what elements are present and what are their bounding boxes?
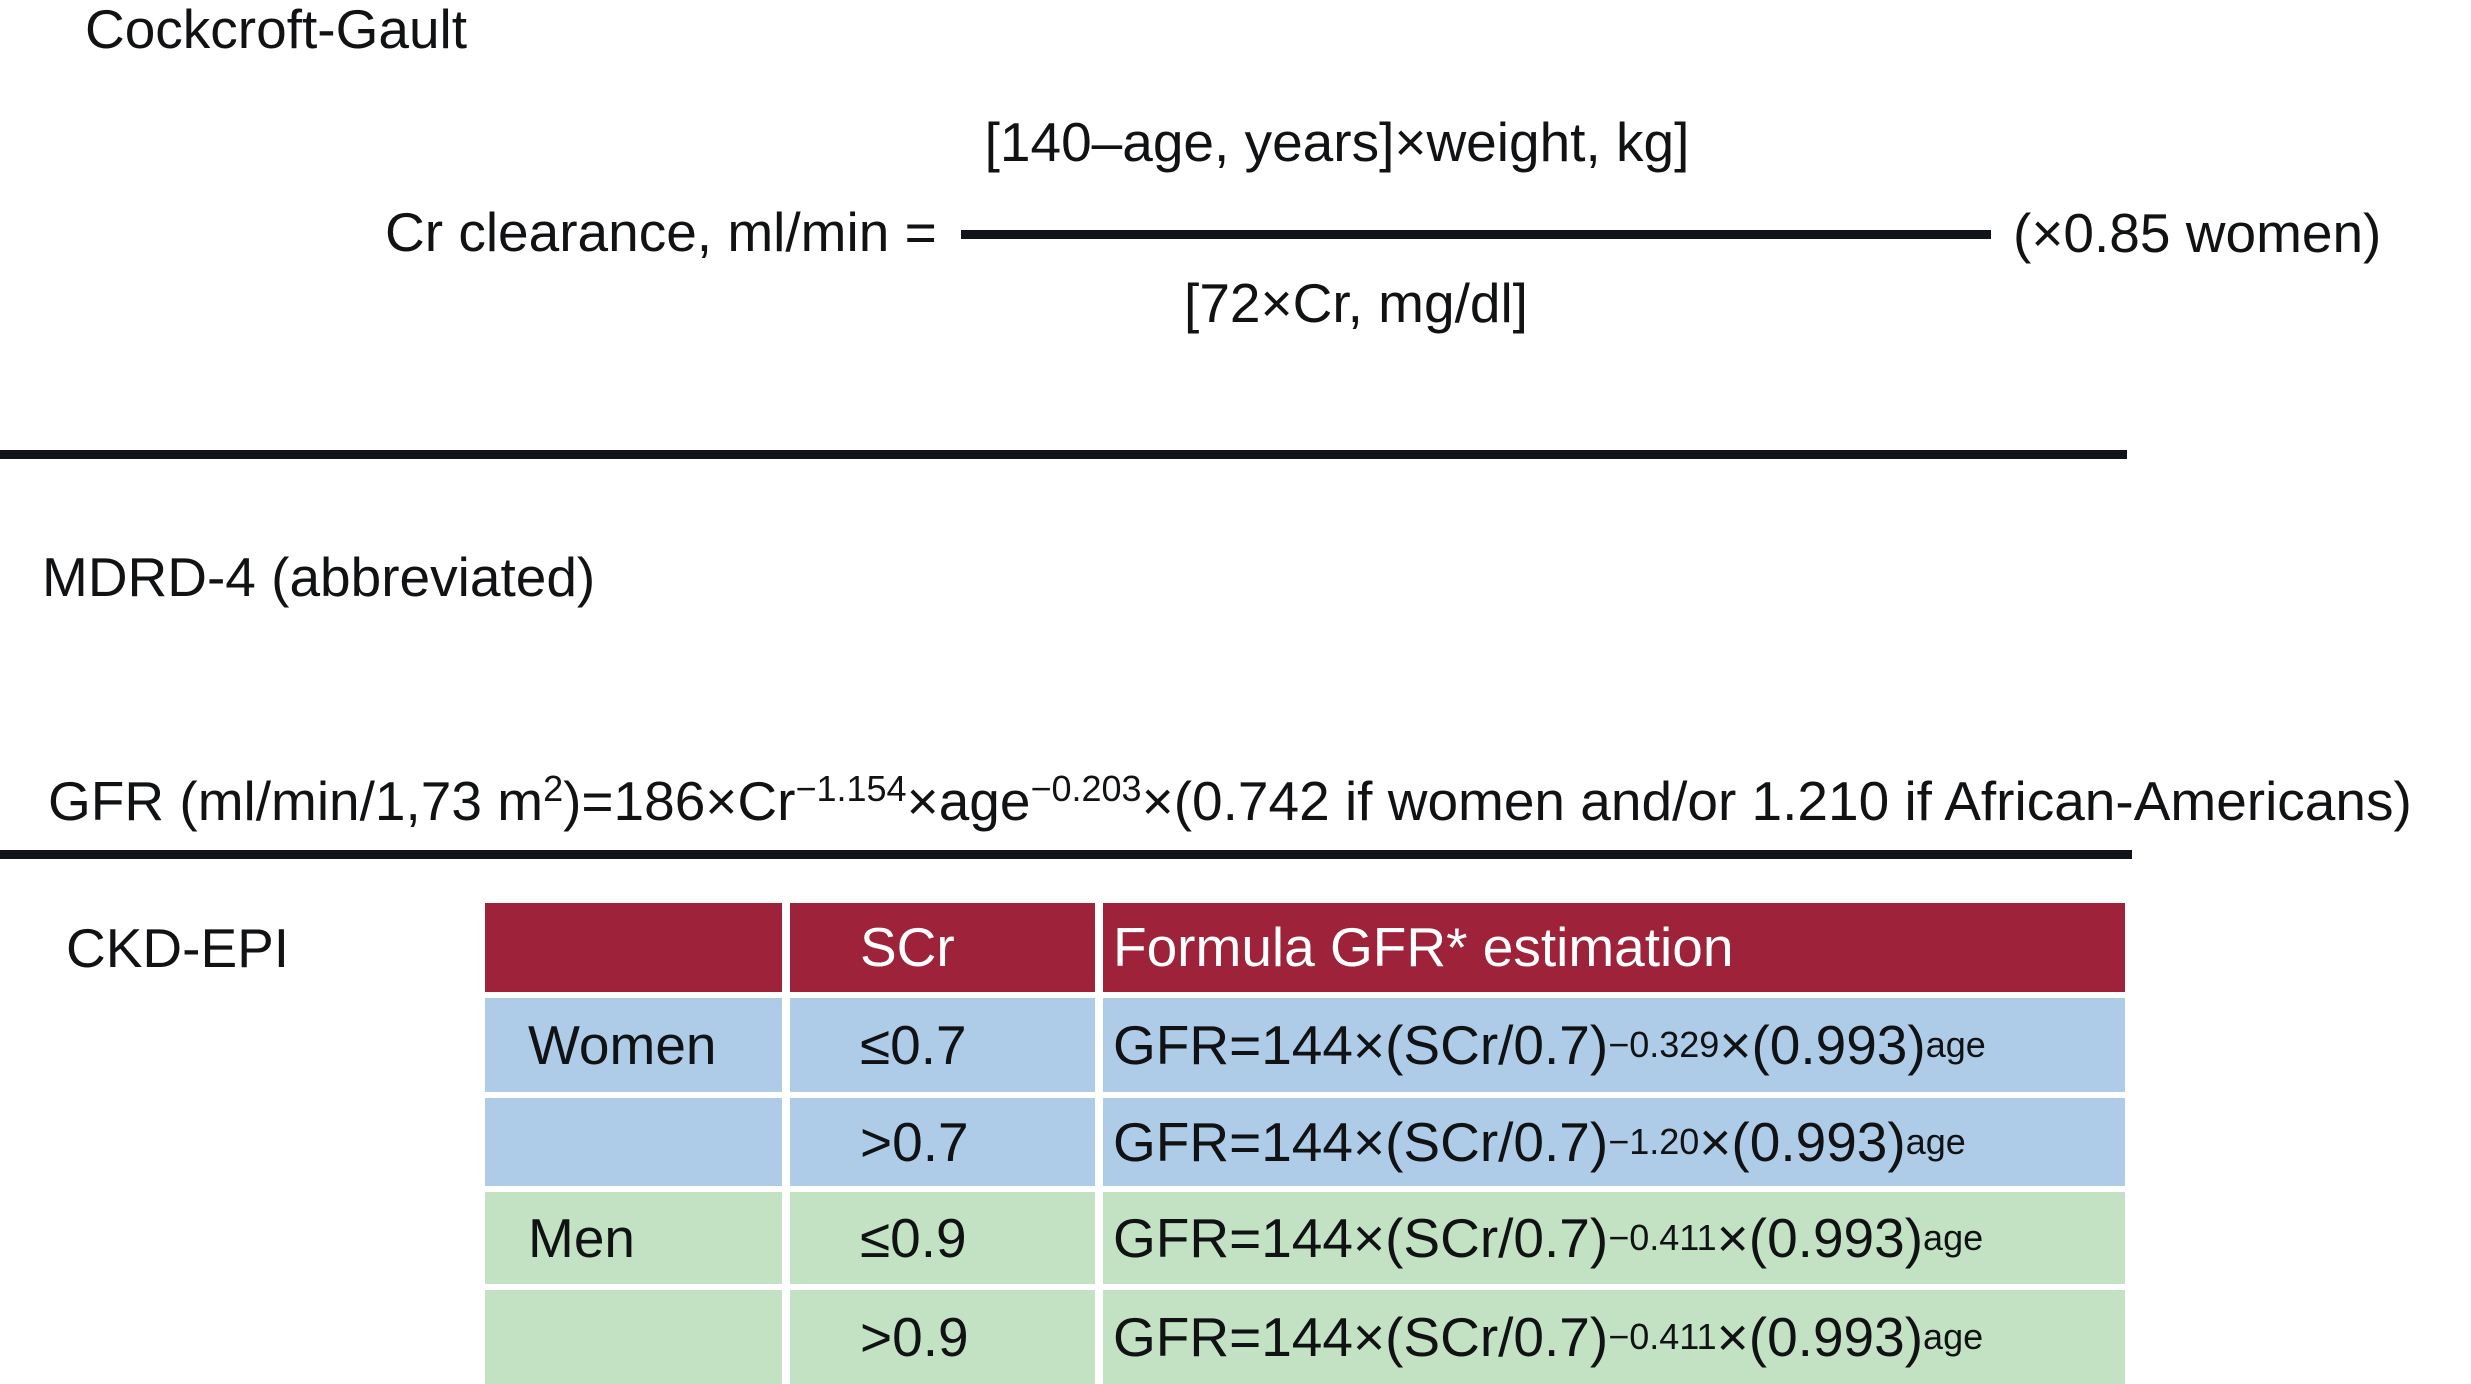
table-cell-formula: GFR=144×(SCr/0.7) −1.20 ×(0.993) age: [1103, 1098, 2125, 1186]
table-cell-formula: GFR=144×(SCr/0.7) −0.411 ×(0.993) age: [1103, 1290, 2125, 1384]
table-cell-scr: >0.7: [790, 1098, 1095, 1186]
cockcroft-formula-denominator: [72×Cr, mg/dl]: [1184, 272, 1528, 334]
table-header-scr: SCr: [790, 903, 1095, 992]
table-cell-group: [485, 1290, 782, 1384]
cockcroft-formula-lhs: Cr clearance, ml/min =: [385, 201, 937, 263]
ckd-epi-table: SCr Formula GFR* estimation Women ≤0.7 G…: [485, 903, 2125, 1384]
table-header-empty: [485, 903, 782, 992]
section-title-ckd-epi: CKD-EPI: [66, 917, 290, 979]
section-title-cockcroft-gault: Cockcroft-Gault: [85, 0, 468, 60]
section-divider-bottom: [0, 850, 2132, 859]
cockcroft-women-factor: (×0.85 women): [2013, 202, 2382, 264]
table-header-formula: Formula GFR* estimation: [1103, 903, 2125, 992]
section-title-mdrd4: MDRD-4 (abbreviated): [42, 546, 596, 608]
mdrd4-formula: GFR (ml/min/1,73 m2)=186×Cr−1.154×age−0.…: [48, 768, 2412, 832]
section-divider-top: [0, 450, 2127, 459]
table-cell-formula: GFR=144×(SCr/0.7) −0.411 ×(0.993) age: [1103, 1192, 2125, 1284]
table-cell-group: Women: [485, 998, 782, 1092]
table-cell-scr: ≤0.7: [790, 998, 1095, 1092]
cockcroft-formula-numerator: [140–age, years]×weight, kg]: [984, 111, 1690, 173]
table-cell-scr: ≤0.9: [790, 1192, 1095, 1284]
table-cell-group: [485, 1098, 782, 1186]
fraction-bar: [961, 230, 1991, 239]
table-cell-formula: GFR=144×(SCr/0.7) −0.329 ×(0.993) age: [1103, 998, 2125, 1092]
table-cell-group: Men: [485, 1192, 782, 1284]
table-cell-scr: >0.9: [790, 1290, 1095, 1384]
